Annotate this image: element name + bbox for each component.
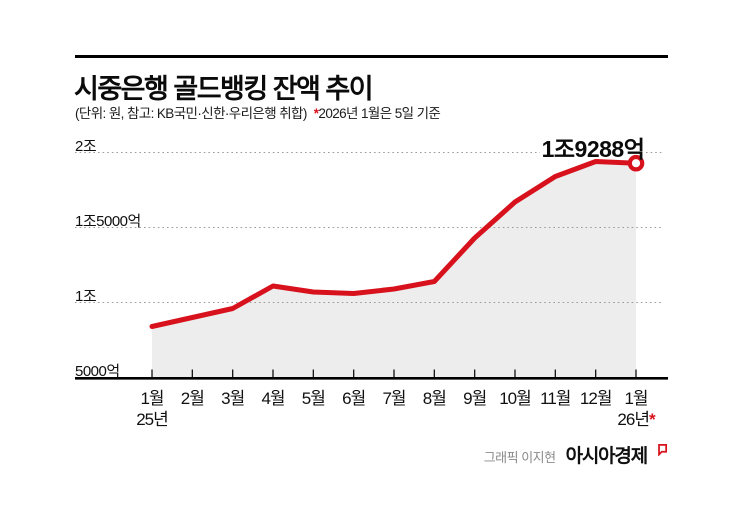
x-axis-label: 2월 <box>180 389 205 408</box>
y-axis-label: 1조 <box>75 288 97 305</box>
y-axis-label: 1조5000억 <box>75 213 141 230</box>
chart-subtitle: (단위: 원, 참고: KB국민·신한·우리은행 취합) *2026년 1월은 5… <box>75 102 441 122</box>
asterisk-mark: * <box>313 106 319 121</box>
x-axis-label: 1월 <box>624 389 648 408</box>
credit-designer: 그래픽 이지현 <box>483 450 556 465</box>
y-axis-label: 2조 <box>75 138 97 155</box>
x-axis-sublabel: 26년* <box>617 405 656 430</box>
x-axis-label: 12월 <box>579 389 613 408</box>
subtitle-date-note: 2026년 1월은 5일 기준 <box>318 106 441 121</box>
asterisk-mark: * <box>648 410 656 429</box>
x-axis-label: 1월 <box>140 389 164 408</box>
x-axis-label: 5월 <box>301 389 326 408</box>
page-title: 시중은행 골드뱅킹 잔액 추이 <box>74 74 374 104</box>
brand-logo: 아시아경제 <box>565 446 649 467</box>
x-axis-label: 9월 <box>463 389 487 408</box>
x-axis-label: 8월 <box>422 389 447 408</box>
x-axis-label: 10월 <box>499 389 532 408</box>
x-axis-year-label: 26년 <box>617 410 650 429</box>
top-rule <box>75 55 668 58</box>
x-axis-label: 7월 <box>382 389 406 408</box>
latest-value-label: 1조9288억 <box>541 136 645 162</box>
x-axis-label: 3월 <box>221 389 245 408</box>
endpoint-marker <box>627 154 645 172</box>
area-fill <box>152 161 636 378</box>
y-axis-label: 5000억 <box>75 363 120 380</box>
subtitle-unit-note: (단위: 원, 참고: KB국민·신한·우리은행 취합) <box>75 106 307 121</box>
x-axis-label: 11월 <box>540 389 571 408</box>
trend-line <box>149 159 639 329</box>
x-axis-year-label: 25년 <box>136 410 169 429</box>
x-axis-label: 6월 <box>342 389 366 408</box>
credit-line: 그래픽 이지현 아시아경제 <box>484 441 668 468</box>
x-axis-sublabel: 25년 <box>136 405 169 430</box>
x-axis-label: 4월 <box>261 389 285 408</box>
brand-logo-mark <box>657 443 668 457</box>
